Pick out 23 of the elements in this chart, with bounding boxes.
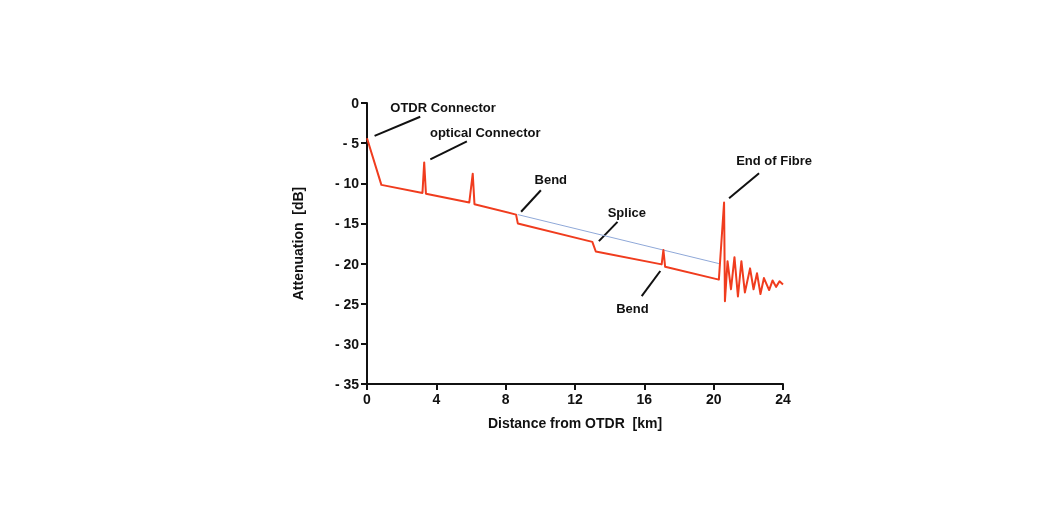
x-tick-label: 16 bbox=[636, 391, 653, 407]
y-tick-label: - 35 bbox=[334, 376, 360, 392]
annotation: optical Connector bbox=[429, 124, 541, 140]
annotation: End of Fibre bbox=[736, 153, 812, 169]
x-tick-label: 24 bbox=[775, 391, 791, 407]
x-tick-label: 4 bbox=[432, 391, 441, 407]
annotation: Bend bbox=[534, 171, 568, 187]
annotation: Splice bbox=[607, 204, 646, 220]
x-axis-title: Distance from OTDR [km] bbox=[487, 415, 663, 431]
x-tick-label: 12 bbox=[567, 391, 583, 407]
y-tick-label: - 25 bbox=[334, 295, 360, 312]
x-tick-label: 20 bbox=[705, 391, 722, 407]
y-tick-label: - 5 bbox=[342, 135, 360, 152]
annotation: Bend bbox=[616, 301, 649, 317]
x-tick-label: 0 bbox=[363, 391, 372, 407]
y-tick-label: - 10 bbox=[334, 175, 360, 192]
y-tick-label: - 15 bbox=[334, 215, 360, 232]
x-tick-label: 8 bbox=[501, 391, 510, 407]
y-tick-label: - 20 bbox=[334, 255, 360, 272]
y-tick-label: 0 bbox=[351, 95, 360, 111]
y-axis-title: Attenuation [dB] bbox=[290, 186, 306, 301]
annotation: OTDR Connector bbox=[390, 99, 496, 115]
y-tick-label: - 30 bbox=[334, 335, 360, 352]
